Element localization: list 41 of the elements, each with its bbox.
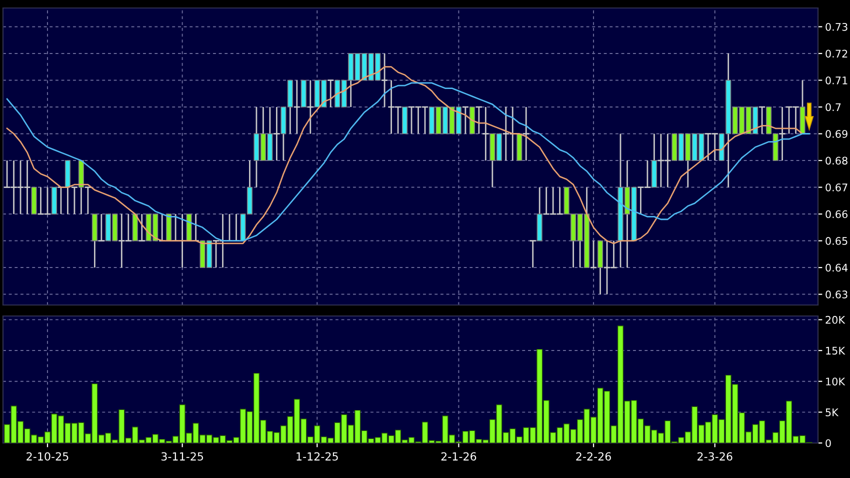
candlestick	[462, 106, 468, 134]
x-tick-label: 2-3-26	[698, 452, 732, 461]
y-tick-label: 15K	[826, 346, 846, 355]
candlestick	[307, 80, 314, 134]
y-tick-label: 0.63	[826, 290, 848, 298]
candlestick	[502, 106, 509, 162]
candlestick	[212, 240, 220, 268]
candlestick	[98, 213, 104, 242]
y-tick-label: 0.66	[826, 210, 848, 218]
y-tick-label: 0.64	[826, 264, 848, 272]
y-tick-label: 5K	[826, 408, 839, 416]
x-tick-label: 2-1-26	[441, 452, 476, 461]
candlestick	[274, 106, 280, 162]
candlestick	[138, 213, 145, 242]
candlestick	[779, 106, 786, 162]
x-tick-label: 3-11-25	[161, 452, 204, 461]
y-tick-label: 0.67	[826, 183, 848, 192]
candlestick	[482, 106, 489, 162]
x-tick-label: 2-2-26	[576, 452, 611, 461]
y-tick-label: 0	[826, 439, 831, 448]
candlestick	[71, 186, 78, 215]
y-tick-label: 20K	[826, 316, 846, 324]
candlestick	[84, 186, 91, 215]
candlestick	[328, 80, 334, 108]
y-tick-label: 0.65	[826, 237, 848, 245]
candlestick	[381, 52, 388, 108]
y-tick-label: 0.73	[826, 22, 848, 31]
x-tick-label: 1-12-25	[296, 452, 338, 461]
candlestick	[476, 106, 482, 134]
y-tick-label: 0.69	[826, 130, 848, 138]
candlestick	[523, 106, 530, 162]
candlestick	[294, 80, 300, 134]
y-tick-label: 10K	[826, 378, 846, 386]
y-tick-label: 0.68	[826, 156, 848, 165]
y-tick-label: 0.71	[826, 76, 848, 84]
candlestick	[590, 240, 597, 268]
candlestick	[758, 106, 766, 134]
y-tick-label: 0.7	[826, 103, 841, 112]
y-tick-label: 0.72	[826, 50, 848, 58]
candlestick	[530, 240, 536, 268]
x-tick-label: 2-10-25	[26, 452, 68, 461]
